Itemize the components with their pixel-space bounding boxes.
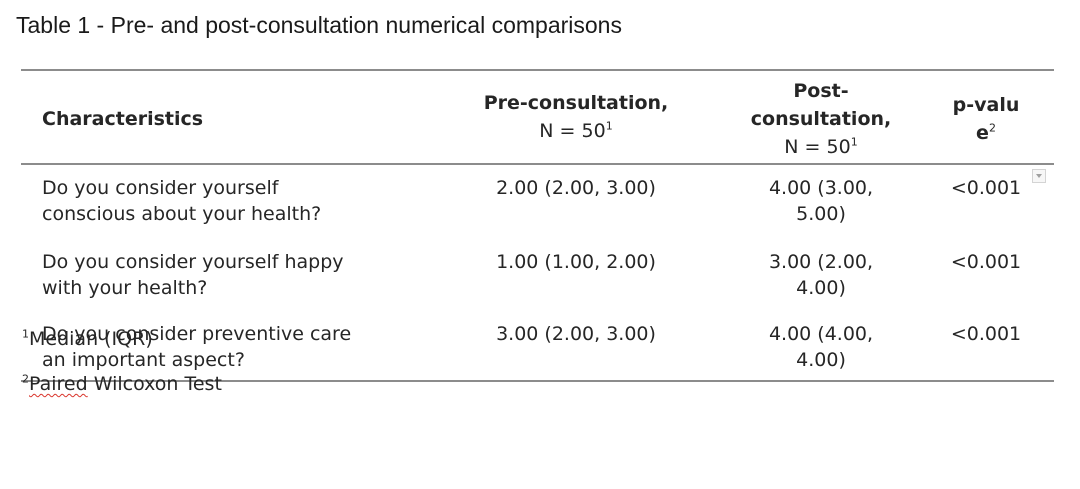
header-p-footnote-mark: 2 — [988, 121, 996, 135]
table-top-rule — [21, 69, 1054, 71]
row2-post-line1: 3.00 (2.00, — [768, 251, 874, 273]
footnote-2-text: Wilcoxon Test — [87, 373, 222, 395]
row1-characteristic-line1: Do you consider yourself — [42, 177, 279, 199]
footnote-2-mark: 2 — [22, 372, 29, 386]
header-pre-footnote-mark: 1 — [605, 119, 613, 133]
header-pre-line2: N = 501 — [539, 119, 613, 142]
row2-characteristic-line1: Do you consider yourself happy — [42, 251, 344, 273]
header-post-footnote-mark: 1 — [850, 135, 858, 149]
header-p-value: p-valu e2 — [941, 91, 1031, 147]
row3-post-line1: 4.00 (4.00, — [768, 323, 874, 345]
row3-characteristic-line2: an important aspect? — [42, 349, 245, 371]
table-bottom-rule — [21, 380, 1054, 382]
header-post-line1: Post- — [793, 80, 849, 102]
row2-characteristic-line2: with your health? — [42, 277, 208, 299]
header-p-line1: p-valu — [952, 94, 1020, 116]
header-pre-consultation: Pre-consultation, N = 501 — [451, 89, 701, 145]
row3-characteristic-line1: Do you consider preventive care — [42, 323, 352, 345]
header-post-line2: consultation, — [750, 108, 892, 130]
row1-post-line1: 4.00 (3.00, — [768, 177, 874, 199]
table-header-rule — [21, 163, 1054, 165]
header-pre-line1: Pre-consultation, — [483, 92, 669, 114]
row1-post-line2: 5.00) — [796, 203, 846, 225]
row1-p-value: <0.001 — [950, 177, 1022, 199]
row1-characteristic: Do you consider yourself conscious about… — [42, 175, 442, 227]
header-characteristics: Characteristics — [42, 108, 204, 130]
footnote-2: 2Paired Wilcoxon Test — [22, 371, 222, 397]
row1-pre-value: 2.00 (2.00, 3.00) — [496, 177, 656, 199]
row2-characteristic: Do you consider yourself happy with your… — [42, 249, 442, 301]
row3-pre-value: 3.00 (2.00, 3.00) — [496, 323, 656, 345]
header-p-line2: e2 — [976, 121, 996, 144]
header-post-consultation: Post- consultation, N = 501 — [721, 77, 921, 161]
footnote-2-misspelled-word: Paired — [29, 373, 88, 395]
row3-post-line2: 4.00) — [796, 349, 846, 371]
row3-characteristic: Do you consider preventive care an impor… — [42, 321, 442, 373]
row3-post-value: 4.00 (4.00, 4.00) — [721, 321, 921, 373]
header-post-line3: N = 501 — [784, 135, 858, 158]
row2-post-value: 3.00 (2.00, 4.00) — [721, 249, 921, 301]
footnote-1-mark: 1 — [22, 327, 29, 341]
row2-post-line2: 4.00) — [796, 277, 846, 299]
chevron-down-icon[interactable] — [1032, 169, 1046, 183]
row3-p-value: <0.001 — [950, 323, 1022, 345]
table-caption: Table 1 - Pre- and post-consultation num… — [16, 12, 622, 38]
row1-post-value: 4.00 (3.00, 5.00) — [721, 175, 921, 227]
row2-p-value: <0.001 — [950, 251, 1022, 273]
footnote-1-text: Median (IQR) — [29, 328, 153, 350]
row2-pre-value: 1.00 (1.00, 2.00) — [496, 251, 656, 273]
footnote-1: 1Median (IQR) — [22, 326, 153, 352]
row1-characteristic-line2: conscious about your health? — [42, 203, 322, 225]
